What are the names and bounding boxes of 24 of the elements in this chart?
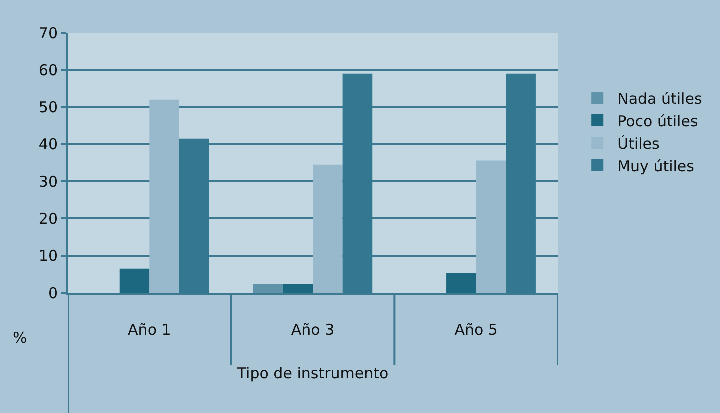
y-tick-label: 40 <box>38 136 58 154</box>
y-tick-label: 50 <box>38 98 58 117</box>
bar <box>446 272 476 293</box>
x-tick-label: Año 1 <box>128 321 172 339</box>
x-tick-label: Año 3 <box>291 321 335 339</box>
y-tick-label: 0 <box>48 284 58 302</box>
legend-label: Útiles <box>618 134 660 153</box>
y-tick-label: 70 <box>38 24 58 42</box>
y-tick-label: 60 <box>38 61 58 80</box>
bar <box>313 164 343 293</box>
y-tick-label: 30 <box>38 172 58 191</box>
bar <box>283 284 313 293</box>
bar <box>150 100 180 293</box>
x-axis-title: Tipo de instrumento <box>236 364 389 382</box>
bar <box>253 284 284 293</box>
legend-label: Poco útiles <box>618 112 698 130</box>
bar <box>476 160 506 293</box>
x-tick-label: Año 5 <box>454 321 498 339</box>
y-tick-label: 20 <box>38 210 58 228</box>
y-axis-title: % <box>13 329 28 347</box>
legend-label: Nada útiles <box>618 90 702 108</box>
legend-label: Muy útiles <box>618 157 695 176</box>
y-tick-label: 10 <box>38 247 58 266</box>
bar <box>120 268 150 293</box>
